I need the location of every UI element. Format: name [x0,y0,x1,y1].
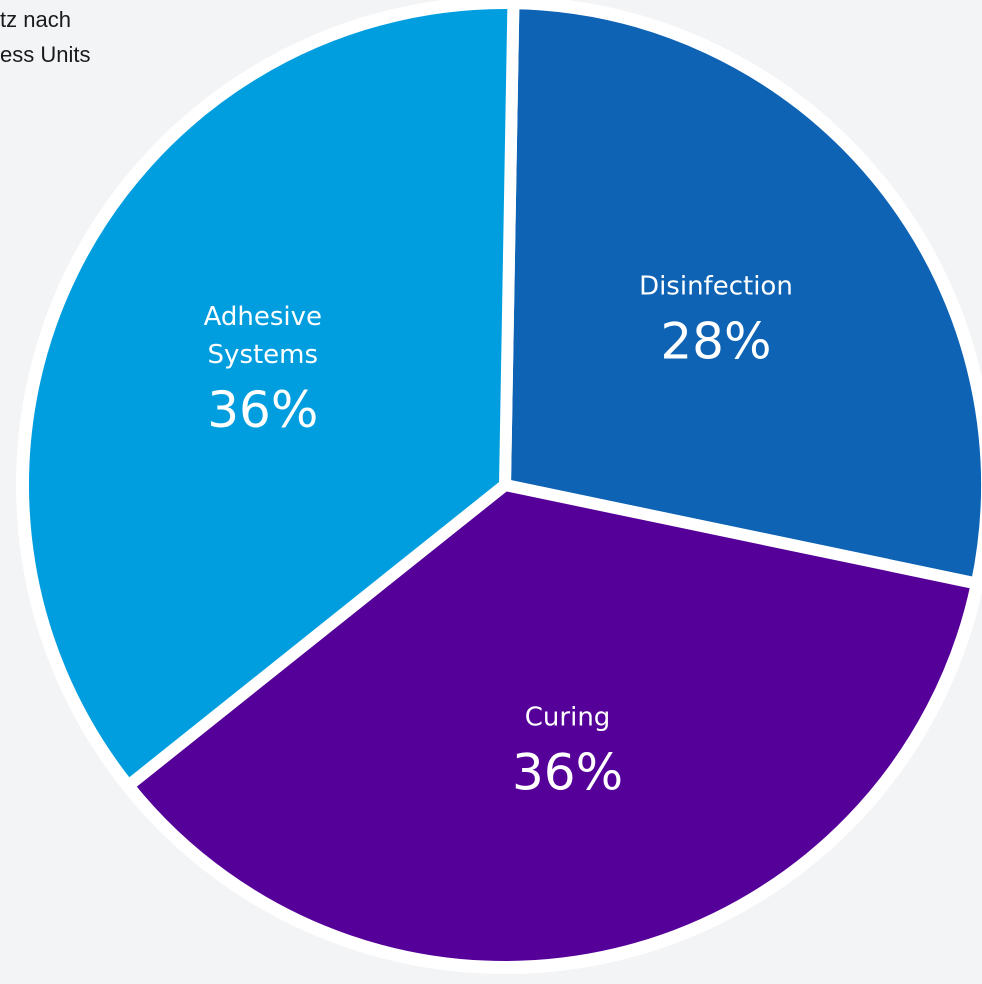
slice-label-adhesive-systems-line-2: Systems [208,340,319,370]
chart-title: tz nach ess Units [0,2,174,72]
chart-title-line-1: tz nach [0,7,71,32]
slice-label-curing-line-1: Curing [525,703,611,733]
pie-slice-disinfection [499,0,982,590]
pie-slice-adhesive-systems [17,0,520,792]
slice-value-adhesive-systems: 36% [207,381,318,439]
slice-value-disinfection: 28% [660,313,771,371]
pie-slice-curing [122,479,982,973]
slice-label-adhesive-systems-line-1: Adhesive [204,302,322,332]
slice-value-curing: 36% [512,744,623,802]
chart-title-line-2: ess Units [0,42,91,67]
slice-label-disinfection-line-1: Disinfection [639,272,793,302]
